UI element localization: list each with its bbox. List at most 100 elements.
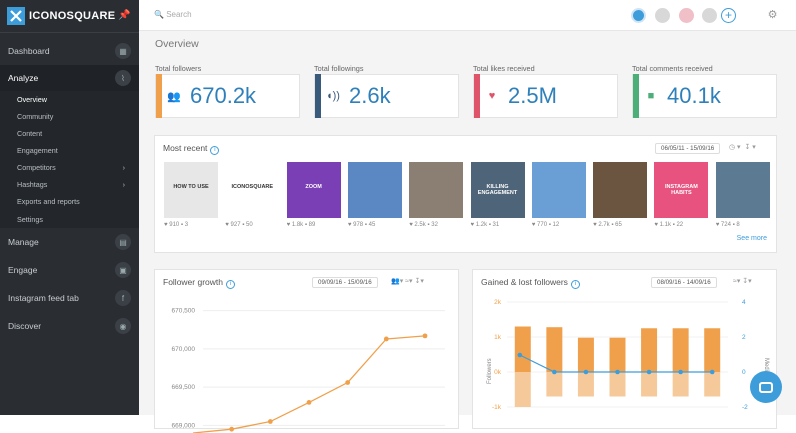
submenu-item-competitors[interactable]: Competitors › xyxy=(0,159,139,176)
sidebar-item-instagram-feed-tab[interactable]: Instagram feed tab f xyxy=(0,284,139,312)
submenu-item-overview[interactable]: Overview xyxy=(0,91,139,108)
post-thumbnail[interactable] xyxy=(531,162,586,218)
lost-bar[interactable] xyxy=(641,372,658,397)
submenu-item-community[interactable]: Community xyxy=(0,108,139,125)
lost-bar[interactable] xyxy=(704,372,721,397)
media-point[interactable] xyxy=(517,352,523,358)
search-input[interactable]: 🔍 Search xyxy=(154,10,192,19)
main: Overview Total followers 👥 670.2k Total fol… xyxy=(139,31,796,433)
date-range-picker[interactable]: 08/09/16 - 14/09/16 xyxy=(651,277,717,288)
post-thumbnail[interactable]: KILLING ENGAGEMENT xyxy=(470,162,525,218)
chart-controls[interactable]: ≈▾ ↧▾ xyxy=(733,278,752,285)
chart-controls[interactable]: 👥▾ ≈▾ ↧▾ xyxy=(391,278,424,285)
pin-icon[interactable]: 📌 xyxy=(118,10,131,21)
stat-label: Total comments received xyxy=(632,64,713,73)
sidebar-item-analyze[interactable]: Analyze ⌇ xyxy=(0,65,139,91)
heart-icon: ♥ xyxy=(488,90,496,102)
y-tick-label: 670,000 xyxy=(172,346,196,353)
chevron-right-icon: › xyxy=(122,180,125,189)
gained-bar[interactable] xyxy=(672,328,689,372)
gained-bar[interactable] xyxy=(514,326,531,373)
sidebar: ICONOSQUARE 📌 Dashboard ▦ Analyze ⌇ Overview… xyxy=(0,0,139,415)
post-thumbnail[interactable]: ICONOSQUARE xyxy=(225,162,280,218)
gained-bar[interactable] xyxy=(577,337,594,372)
sidebar-item-engage[interactable]: Engage ▣ xyxy=(0,256,139,284)
post-thumbnail[interactable] xyxy=(347,162,402,218)
media-point[interactable] xyxy=(646,369,652,375)
comment-count: 22 xyxy=(676,222,684,228)
heart-icon: ♥ xyxy=(164,222,170,228)
media-point[interactable] xyxy=(678,369,683,375)
post-stats: ♥ 1.1k ▪ 22 xyxy=(654,222,683,228)
data-point[interactable] xyxy=(422,333,428,339)
post-thumbnail[interactable] xyxy=(593,162,648,218)
filter-controls[interactable]: ◷ ▾ ↧ ▾ xyxy=(729,144,756,151)
analyze-submenu: Overview Community Content Engagement Compet… xyxy=(0,91,139,228)
heart-icon: ♥ xyxy=(715,222,721,228)
left-tick-label: 1k xyxy=(494,334,502,341)
gained-bar[interactable] xyxy=(704,328,721,372)
account-avatar-icon[interactable] xyxy=(702,8,717,23)
sidebar-item-manage[interactable]: Manage ▤ xyxy=(0,228,139,256)
lost-bar[interactable] xyxy=(672,372,689,397)
submenu-item-exports-and-reports[interactable]: Exports and reports xyxy=(0,193,139,210)
stat-card: Total likes received ♥ 2.5M xyxy=(473,64,618,119)
lost-bar[interactable] xyxy=(546,372,563,397)
comment-icon: ▪ xyxy=(730,222,737,228)
account-logo-icon[interactable] xyxy=(631,8,646,23)
submenu-item-label: Overview xyxy=(17,95,47,104)
post-thumbnail[interactable]: HOW TO USE xyxy=(164,162,218,218)
info-icon[interactable]: i xyxy=(210,146,220,155)
post-caption: KILLING ENGAGEMENT xyxy=(477,184,518,196)
sidebar-item-discover[interactable]: Discover ◉ xyxy=(0,312,139,340)
lost-bar[interactable] xyxy=(577,372,594,397)
gained-bar[interactable] xyxy=(546,327,563,372)
left-axis-label: Followers xyxy=(487,358,493,384)
page-title: Overview xyxy=(155,38,199,50)
account-avatar-icon[interactable] xyxy=(679,8,694,23)
data-point[interactable] xyxy=(345,380,351,385)
media-point[interactable] xyxy=(583,369,589,375)
gained-bar[interactable] xyxy=(609,337,626,372)
sidebar-item-label: Instagram feed tab xyxy=(8,293,79,303)
user-follow-icon: ◖)) xyxy=(326,90,340,102)
gained-bar[interactable] xyxy=(641,328,658,372)
heart-icon: ♥ xyxy=(531,222,538,228)
submenu-item-hashtags[interactable]: Hashtags › xyxy=(0,176,139,193)
data-point[interactable] xyxy=(229,426,235,432)
post-thumbnail[interactable]: INSTAGRAM HABITS xyxy=(654,162,709,218)
date-range-picker[interactable]: 06/05/11 - 15/09/16 xyxy=(655,143,721,154)
chat-support-button[interactable] xyxy=(750,371,782,403)
info-icon[interactable]: i xyxy=(570,280,580,289)
see-more-link[interactable]: See more xyxy=(736,235,767,242)
comment-count: 3 xyxy=(184,222,189,228)
info-icon[interactable]: i xyxy=(226,280,235,289)
media-point[interactable] xyxy=(552,369,557,375)
lost-bar[interactable] xyxy=(514,372,531,407)
submenu-item-settings[interactable]: Settings xyxy=(0,210,139,228)
follower-growth-panel: Follower growth i 09/09/16 - 15/09/16 👥▾ … xyxy=(154,269,459,433)
media-point[interactable] xyxy=(615,369,620,375)
add-account-icon[interactable]: + xyxy=(721,8,736,23)
gear-icon[interactable]: ⚙ xyxy=(767,9,778,21)
lost-bar[interactable] xyxy=(609,372,626,397)
logo[interactable]: ICONOSQUARE xyxy=(0,0,139,33)
comment-count: 65 xyxy=(615,222,622,228)
post-thumbnail[interactable] xyxy=(409,162,464,218)
media-point[interactable] xyxy=(709,369,715,375)
compass-icon: ◉ xyxy=(115,318,131,334)
data-point[interactable] xyxy=(383,336,389,342)
post-caption: ICONOSQUARE xyxy=(231,184,274,190)
account-avatar-icon[interactable] xyxy=(655,8,670,23)
post-thumbnail[interactable]: ZOOM xyxy=(286,162,341,218)
sidebar-item-dashboard[interactable]: Dashboard ▦ xyxy=(0,37,139,65)
comment-icon: ▪ xyxy=(487,222,493,228)
data-point[interactable] xyxy=(306,400,312,405)
date-range-picker[interactable]: 09/09/16 - 15/09/16 xyxy=(312,277,378,288)
post-thumbnail[interactable] xyxy=(715,162,770,218)
comment-count: 32 xyxy=(431,222,438,228)
submenu-item-engagement[interactable]: Engagement xyxy=(0,142,139,159)
gained-lost-title: Gained & lost followers i xyxy=(481,277,580,289)
submenu-item-content[interactable]: Content xyxy=(0,125,139,142)
gained-lost-panel: Gained & lost followers i 08/09/16 - 14/0… xyxy=(472,269,777,429)
